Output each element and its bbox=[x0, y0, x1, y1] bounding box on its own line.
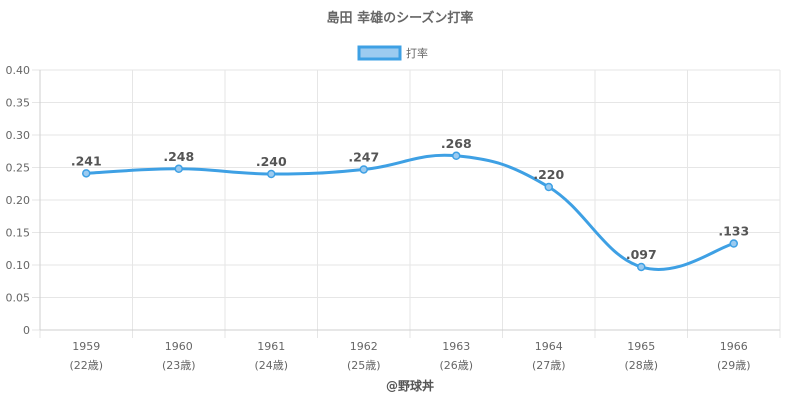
legend-label: 打率 bbox=[406, 46, 428, 60]
x-axis: 1959 (22歳) 1960 (23歳) 1961 (24歳) 1962 (25歳) 1963… bbox=[40, 329, 780, 372]
x-tick-sublabel: (27歳) bbox=[532, 359, 566, 372]
chart-title: 島田 幸雄のシーズン打率 bbox=[327, 10, 474, 26]
x-tick-label: 1960 bbox=[165, 340, 193, 353]
data-label: .240 bbox=[256, 154, 287, 169]
grid bbox=[32, 69, 781, 338]
x-tick-sublabel: (22歳) bbox=[69, 359, 103, 372]
data-label: .133 bbox=[718, 224, 749, 239]
x-tick-label: 1962 bbox=[350, 340, 378, 353]
y-tick-label: 0.05 bbox=[6, 292, 31, 305]
data-point[interactable] bbox=[452, 151, 461, 161]
y-tick-label: 0.20 bbox=[6, 194, 31, 207]
data-point[interactable] bbox=[544, 182, 553, 192]
y-tick-label: 0.40 bbox=[6, 64, 31, 77]
data-point[interactable] bbox=[359, 165, 368, 174]
y-tick-label: 0 bbox=[23, 324, 30, 337]
legend-swatch bbox=[357, 45, 402, 61]
y-axis: 0 0.05 0.10 0.15 0.20 0.25 0.30 0.35 0.40 bbox=[6, 64, 41, 337]
data-label: .097 bbox=[626, 247, 657, 262]
data-point[interactable] bbox=[729, 239, 738, 248]
data-label: .248 bbox=[163, 149, 194, 164]
y-tick-label: 0.30 bbox=[6, 129, 31, 142]
data-point[interactable] bbox=[637, 262, 646, 272]
y-tick-label: 0.25 bbox=[6, 162, 31, 175]
series-batting-average bbox=[82, 151, 738, 272]
data-point[interactable] bbox=[174, 164, 183, 174]
data-point[interactable] bbox=[267, 169, 276, 179]
y-tick-label: 0.15 bbox=[6, 227, 31, 240]
x-tick-sublabel: (23歳) bbox=[162, 359, 196, 372]
x-tick-label: 1966 bbox=[720, 340, 748, 353]
x-tick-label: 1964 bbox=[535, 340, 563, 353]
legend[interactable]: 打率 bbox=[357, 45, 428, 61]
x-tick-label: 1965 bbox=[627, 340, 655, 353]
data-label: .268 bbox=[441, 136, 472, 151]
series-line bbox=[84, 153, 736, 271]
x-tick-sublabel: (25歳) bbox=[347, 359, 381, 372]
data-label: .241 bbox=[71, 153, 102, 168]
data-label: .247 bbox=[348, 149, 379, 164]
x-tick-sublabel: (26歳) bbox=[439, 359, 473, 372]
data-labels: .241 .248 .240 .247 .268 .220 .097 .133 bbox=[71, 136, 749, 262]
credit-text: @野球丼 bbox=[386, 378, 434, 393]
x-tick-label: 1961 bbox=[257, 340, 285, 353]
data-label: .220 bbox=[533, 167, 564, 182]
x-tick-sublabel: (24歳) bbox=[254, 359, 288, 372]
x-tick-label: 1963 bbox=[442, 340, 470, 353]
x-tick-sublabel: (29歳) bbox=[717, 359, 751, 372]
data-point[interactable] bbox=[82, 169, 91, 178]
y-tick-label: 0.35 bbox=[6, 97, 31, 110]
x-tick-label: 1959 bbox=[72, 340, 100, 353]
y-tick-label: 0.10 bbox=[6, 259, 31, 272]
x-tick-sublabel: (28歳) bbox=[624, 359, 658, 372]
